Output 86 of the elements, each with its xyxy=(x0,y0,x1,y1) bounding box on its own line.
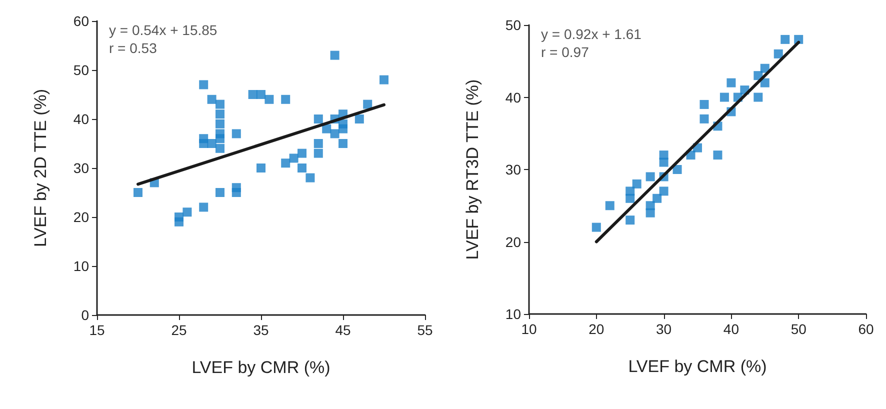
point xyxy=(174,212,184,222)
point xyxy=(363,100,372,109)
point xyxy=(134,188,142,197)
x-tick-label: 50 xyxy=(790,321,807,337)
point xyxy=(754,92,763,102)
point xyxy=(216,110,224,119)
point xyxy=(256,164,266,172)
point xyxy=(298,164,306,172)
point xyxy=(659,158,668,167)
point xyxy=(216,144,224,153)
point xyxy=(626,186,635,196)
x-tick-label: 20 xyxy=(588,321,604,337)
x-tick-label: 55 xyxy=(417,322,433,338)
point xyxy=(780,34,790,44)
x-tick-label: 35 xyxy=(253,322,269,338)
annotation: y = 0.92x + 1.61 xyxy=(541,26,642,42)
y-tick-label: 20 xyxy=(73,209,90,225)
x-tick-label: 45 xyxy=(335,322,351,338)
point xyxy=(354,114,364,124)
point xyxy=(199,134,208,144)
y-tick-label: 20 xyxy=(505,234,522,250)
point xyxy=(700,114,709,124)
point xyxy=(632,179,642,188)
point xyxy=(216,188,224,197)
point xyxy=(672,165,682,174)
point xyxy=(314,139,323,148)
point xyxy=(646,172,655,182)
point xyxy=(314,148,323,158)
point xyxy=(774,49,783,58)
point xyxy=(330,50,340,60)
y-tick-label: 0 xyxy=(81,307,90,323)
y-tick-label: 40 xyxy=(73,111,90,127)
x-axis-title: LVEF by CMR (%) xyxy=(192,358,330,377)
y-axis-title: LVEF by RT3D TTE (%) xyxy=(463,79,482,260)
point xyxy=(207,94,216,104)
point xyxy=(199,202,208,212)
x-tick-label: 30 xyxy=(656,321,672,337)
point xyxy=(330,129,340,138)
point xyxy=(338,119,348,128)
x-tick-label: 15 xyxy=(89,322,105,338)
y-tick-label: 30 xyxy=(505,162,522,178)
point xyxy=(314,114,323,124)
point xyxy=(256,90,266,99)
point xyxy=(216,129,224,138)
point xyxy=(306,173,315,182)
point xyxy=(626,216,635,225)
point xyxy=(646,208,655,218)
x-tick-label: 10 xyxy=(521,321,537,337)
point xyxy=(592,222,601,232)
x-tick-label: 25 xyxy=(171,322,187,338)
point xyxy=(605,201,614,210)
y-axis-title: LVEF by 2D TTE (%) xyxy=(31,88,50,248)
point xyxy=(700,100,709,109)
y-tick-label: 10 xyxy=(73,258,90,274)
x-axis-title: LVEF by CMR (%) xyxy=(628,357,767,376)
point xyxy=(726,78,736,88)
point xyxy=(199,80,208,90)
point xyxy=(652,194,662,203)
point xyxy=(289,154,298,163)
point xyxy=(659,186,668,196)
annotation: r = 0.97 xyxy=(541,44,590,60)
point xyxy=(207,139,216,148)
point xyxy=(380,75,388,84)
y-tick-label: 30 xyxy=(73,160,90,176)
point xyxy=(298,148,306,158)
y-tick-label: 50 xyxy=(73,62,90,78)
point xyxy=(281,94,290,104)
y-tick-label: 60 xyxy=(73,13,90,29)
point xyxy=(720,92,729,102)
y-tick-label: 40 xyxy=(505,89,522,106)
point xyxy=(760,78,770,88)
point xyxy=(281,158,290,168)
point xyxy=(713,150,722,160)
point xyxy=(216,119,224,128)
point xyxy=(232,129,241,138)
y-tick-label: 50 xyxy=(505,17,522,33)
annotation: y = 0.54x + 15.85 xyxy=(109,22,218,38)
point xyxy=(182,208,192,217)
point xyxy=(216,100,224,109)
x-tick-label: 60 xyxy=(858,321,874,337)
point xyxy=(338,139,348,148)
y-tick-label: 10 xyxy=(505,306,522,322)
annotation: r = 0.53 xyxy=(109,40,158,56)
point xyxy=(232,183,241,192)
point xyxy=(264,94,274,104)
x-tick-label: 40 xyxy=(723,321,740,337)
